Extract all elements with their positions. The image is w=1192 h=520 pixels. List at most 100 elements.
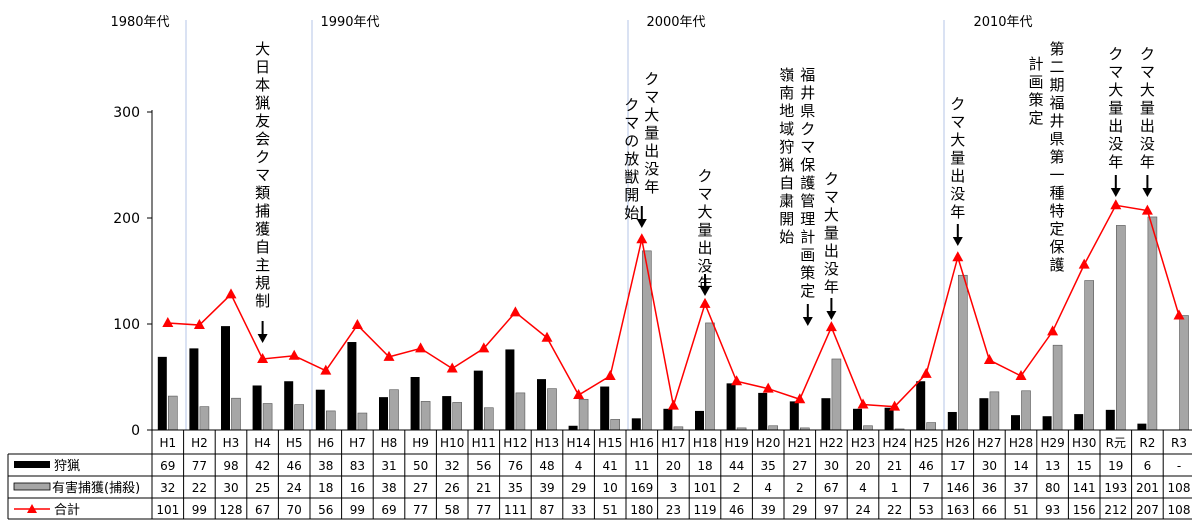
annotation-char: 猟 — [255, 94, 270, 112]
table-cell: 201 — [1136, 481, 1159, 495]
x-tick-label: H12 — [503, 436, 527, 450]
annotation-char: 没 — [644, 160, 659, 178]
annotation-char: 量 — [1140, 99, 1155, 117]
annotation-char: 没 — [1108, 135, 1123, 153]
table-cell: 13 — [1045, 459, 1060, 473]
nuisance-bar — [1084, 280, 1094, 431]
table-cell: 146 — [946, 481, 969, 495]
total-marker — [541, 331, 553, 342]
annotation-char: 類 — [255, 184, 270, 202]
total-line — [162, 199, 1185, 411]
annotation-char: 一 — [1049, 166, 1064, 184]
hunting-bar — [379, 397, 388, 430]
table-cell: 7 — [922, 481, 930, 495]
annotation-char: 獣 — [624, 168, 639, 186]
table-cell: 35 — [508, 481, 523, 495]
nuisance-bar — [926, 422, 937, 431]
annotation-char: 計 — [1028, 55, 1043, 73]
total-marker — [351, 319, 363, 330]
annotation-char: 量 — [824, 224, 839, 242]
annotation-char: 粛 — [779, 192, 794, 210]
table-cell: 207 — [1136, 503, 1159, 517]
annotation-char: 策 — [800, 264, 815, 282]
table-cell: 15 — [1077, 459, 1092, 473]
table-cell: 69 — [160, 459, 175, 473]
table-cell: 27 — [792, 459, 807, 473]
total-line-path — [167, 204, 1180, 408]
total-marker — [1141, 204, 1153, 215]
table-cell: 108 — [1168, 481, 1191, 495]
annotation-char: 自 — [779, 174, 794, 192]
x-tick-label: H26 — [946, 436, 970, 450]
annotation-char: 保 — [1049, 238, 1064, 256]
annotation-char: ク — [255, 148, 270, 166]
total-marker — [699, 297, 711, 308]
nuisance-bar — [768, 425, 779, 431]
total-marker — [794, 393, 806, 404]
table-cell: 37 — [1013, 481, 1028, 495]
table-cell: 30 — [223, 481, 238, 495]
nuisance-bar — [989, 391, 1000, 431]
table-cell: 6 — [1144, 459, 1152, 473]
table-cell: 156 — [1073, 503, 1096, 517]
y-tick-label: 200 — [113, 211, 140, 227]
hunting-bar — [1074, 414, 1084, 430]
table-cell: 32 — [445, 459, 460, 473]
nuisance-bar — [294, 404, 305, 431]
annotation-char: マ — [697, 185, 712, 203]
annotation-char: 量 — [697, 221, 712, 239]
hunting-bar — [157, 356, 167, 430]
hunting-bar — [947, 411, 957, 430]
annotation-char: 理 — [800, 210, 815, 228]
table-cell: 4 — [764, 481, 772, 495]
total-marker — [193, 319, 205, 330]
legend-label-total: 合計 — [54, 502, 80, 518]
table-cell: 69 — [381, 503, 396, 517]
x-tick-label: H21 — [788, 436, 812, 450]
table-cell: 26 — [445, 481, 460, 495]
annotation-char: 福 — [1049, 94, 1064, 112]
table-cell: 67 — [824, 481, 839, 495]
table-cell: 33 — [571, 503, 586, 517]
hunting-bar — [758, 392, 768, 430]
annotation-char: ク — [1140, 45, 1155, 63]
hunting-bar — [600, 386, 610, 430]
annotation-char: 出 — [1108, 117, 1123, 135]
annotation-char: 年 — [950, 203, 965, 221]
annotation-char: 大 — [1140, 81, 1155, 99]
table-cell: 51 — [603, 503, 618, 517]
table-cell: 32 — [160, 481, 175, 495]
nuisance-bar — [168, 395, 178, 431]
annotation-char: 始 — [624, 204, 639, 222]
table-cell: 44 — [729, 459, 744, 473]
nuisance-bar — [1021, 390, 1031, 431]
table-cell: 77 — [413, 503, 428, 517]
nuisance-bar — [1052, 344, 1063, 431]
annotation-char: 大 — [697, 203, 712, 221]
hunting-bar — [789, 401, 799, 430]
x-tick-label: H7 — [349, 436, 366, 450]
table-cell: 39 — [539, 481, 554, 495]
annotation-char: 二 — [1049, 58, 1064, 76]
table-cell: 111 — [504, 503, 527, 517]
hunting-bar — [916, 381, 926, 430]
annotation-char: 大 — [824, 206, 839, 224]
total-marker — [952, 251, 964, 262]
nuisance-bar — [863, 425, 873, 431]
annotation-char: 画 — [1028, 73, 1043, 91]
hunting-bar — [726, 383, 736, 430]
table-cell: 48 — [539, 459, 554, 473]
table-cell: 66 — [982, 503, 997, 517]
annotation-char: 年 — [644, 178, 659, 196]
table-cell: - — [1177, 459, 1181, 473]
annotation-char: 大 — [950, 131, 965, 149]
x-tick-label: H23 — [851, 436, 875, 450]
table-cell: 93 — [1045, 503, 1060, 517]
nuisance-bar — [705, 322, 715, 431]
annotation-char: 会 — [255, 130, 270, 148]
table-cell: 30 — [982, 459, 997, 473]
annotation-char: マ — [255, 166, 270, 184]
total-marker — [731, 375, 743, 386]
